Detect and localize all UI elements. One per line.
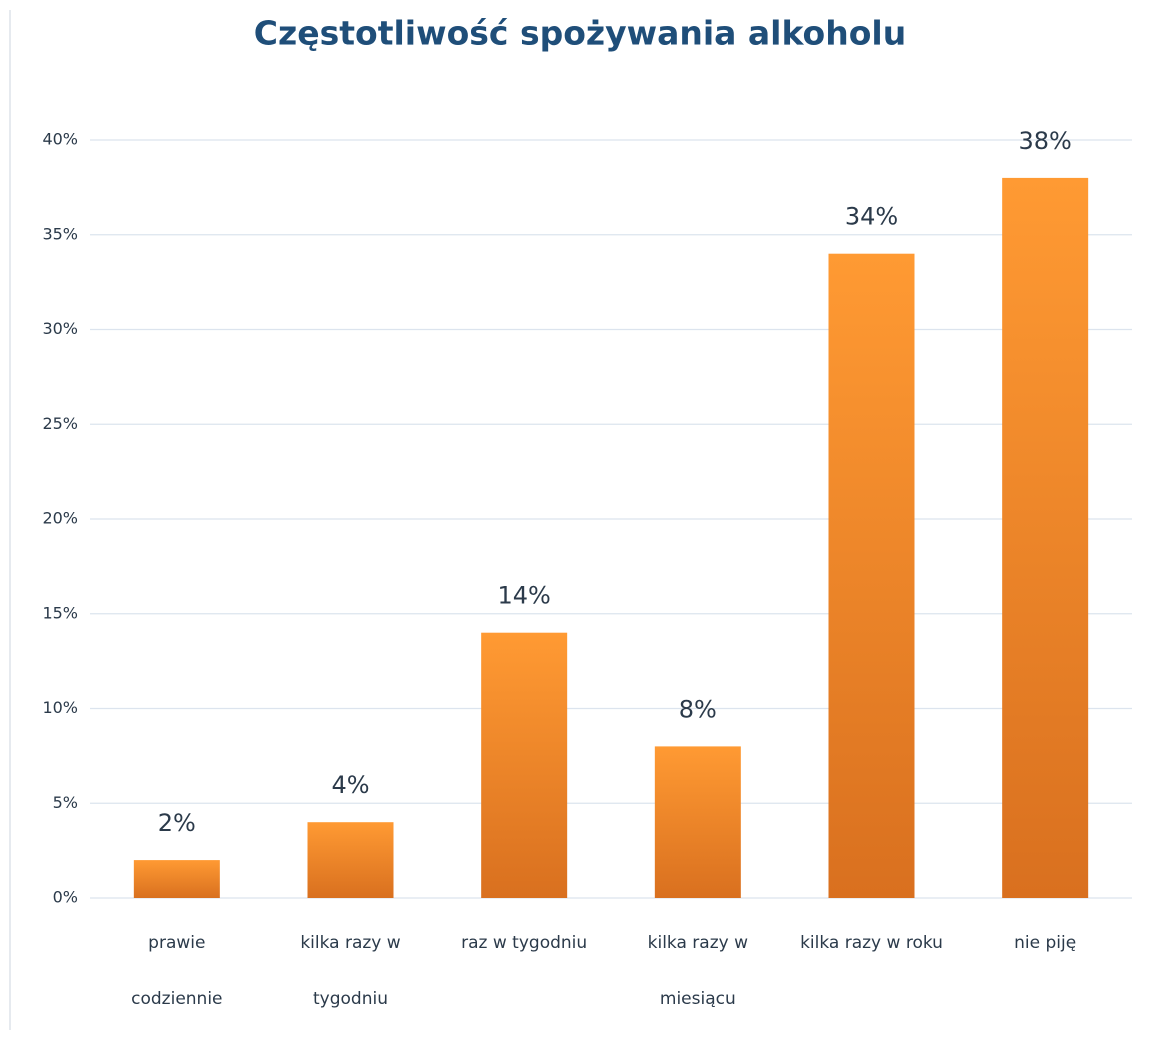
x-tick-label: kilka razy w tygodniu xyxy=(300,933,401,1009)
y-tick-label: 20% xyxy=(42,509,78,528)
y-tick-label: 40% xyxy=(42,130,78,149)
y-tick-label: 25% xyxy=(42,414,78,433)
bar xyxy=(481,632,568,898)
x-tick-label: prawie codziennie xyxy=(131,933,223,1009)
data-label: 34% xyxy=(845,203,898,231)
x-tick-label: kilka razy w miesiącu xyxy=(647,933,748,1009)
bar xyxy=(133,860,220,898)
y-tick-label: 10% xyxy=(42,698,78,717)
x-tick-label: kilka razy w roku xyxy=(800,933,943,953)
y-tick-label: 5% xyxy=(53,793,78,812)
bar xyxy=(654,746,741,898)
data-label: 8% xyxy=(679,695,717,723)
chart-title: Częstotliwość spożywania alkoholu xyxy=(254,14,906,53)
x-tick-label: nie piję xyxy=(1014,933,1077,953)
x-tick-label: raz w tygodniu xyxy=(461,933,588,953)
y-tick-label: 35% xyxy=(42,224,78,243)
y-tick-label: 0% xyxy=(53,888,78,907)
data-label: 4% xyxy=(331,771,369,799)
y-tick-label: 15% xyxy=(42,603,78,622)
bar xyxy=(828,253,915,898)
bar xyxy=(307,822,394,898)
bar xyxy=(1002,177,1089,898)
data-label: 38% xyxy=(1018,127,1071,155)
data-label: 14% xyxy=(497,582,550,610)
y-tick-label: 30% xyxy=(42,319,78,338)
data-label: 2% xyxy=(158,809,196,837)
